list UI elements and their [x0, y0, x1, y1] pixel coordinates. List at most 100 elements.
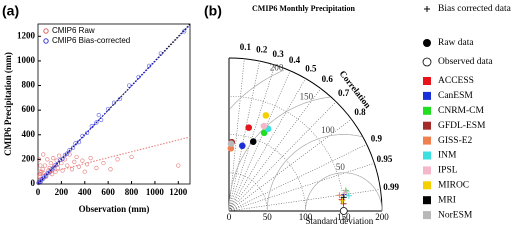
scatter-point: [62, 157, 67, 162]
x-tick-label: 0: [36, 187, 41, 197]
scatter-point: [38, 163, 43, 168]
scatter-point: [115, 157, 120, 162]
scatter-point: [117, 96, 122, 102]
scatter-point: [67, 152, 72, 157]
scatter-point: [37, 174, 42, 179]
legend-swatch: [423, 151, 431, 160]
legend-label: NorESM: [438, 210, 473, 220]
legend-swatch: [423, 181, 431, 190]
rmsd-arc: [228, 96, 330, 211]
legend-swatch: [423, 106, 431, 115]
model-point: [260, 129, 268, 137]
correlation-tick-label: 0.5: [305, 63, 317, 73]
legend-label: CNRM-CM: [438, 106, 484, 116]
legend-label: CMIP6 Bias-corrected: [52, 36, 130, 45]
legend-swatch: [423, 77, 431, 85]
legend-swatch: [423, 211, 431, 220]
x-tick-label: 50: [263, 212, 273, 222]
legend-marker: [424, 6, 430, 12]
x-tick-label: 200: [375, 212, 389, 222]
scatter-point: [69, 167, 75, 172]
scatter-point: [72, 159, 77, 164]
reference-line: [37, 136, 191, 176]
correlation-ray: [228, 64, 276, 212]
scatter-point: [94, 120, 99, 125]
correlation-ray: [228, 118, 352, 212]
scatter-point: [67, 148, 72, 153]
legend-swatch: [423, 136, 431, 145]
legend-label: ACCESS: [438, 76, 474, 86]
rmsd-label: 100: [321, 125, 335, 135]
correlation-tick-label: 0.4: [289, 55, 301, 65]
correlation-tick-label: 0.6: [322, 74, 334, 84]
y-tick-label: 800: [22, 80, 36, 90]
scatter-point: [127, 83, 132, 88]
scatter-point: [85, 130, 90, 136]
correlation-ray: [228, 189, 381, 212]
legend-marker: [43, 38, 49, 44]
scatter-point: [39, 177, 45, 182]
scatter-point: [88, 156, 93, 161]
outer-arc: [228, 57, 383, 212]
correlation-tick-label: 0.99: [383, 182, 399, 192]
rmsd-label: 50: [336, 162, 346, 172]
y-tick-label: 400: [22, 129, 36, 139]
scatter-point: [48, 160, 53, 166]
y-tick-label: 1200: [17, 30, 36, 40]
x-tick-label: 1000: [146, 187, 165, 197]
scatter-point: [65, 163, 70, 168]
scatter-point: [73, 141, 78, 146]
y-tick-label: 600: [22, 104, 36, 114]
y-axis-label: CMIP6 Precipitation (mm): [3, 52, 13, 156]
legend-label: GISS-E2: [438, 136, 473, 146]
x-tick-label: 600: [101, 187, 115, 197]
scatter-point: [176, 163, 181, 168]
scatter-point: [108, 167, 113, 172]
legend-label: CanESM: [438, 91, 473, 101]
correlation-ray: [228, 162, 375, 212]
x-tick-label: 100: [299, 212, 313, 222]
model-point: [249, 138, 257, 145]
legend-swatch: [423, 91, 431, 100]
rmsd-arc: [305, 172, 383, 211]
correlation-tick-label: 0.95: [377, 154, 393, 164]
scatter-point: [82, 169, 87, 174]
panel-label: (b): [204, 3, 222, 19]
scatter-point: [42, 163, 48, 168]
correlation-tick-label: 0.1: [240, 42, 252, 52]
x-tick-label: 1200: [169, 187, 188, 197]
scatter-point: [99, 117, 104, 123]
chart-title: CMIP6 Monthly Precipitation: [252, 4, 356, 13]
scatter-point: [70, 145, 76, 150]
legend-label: CMIP6 Raw: [52, 26, 95, 35]
correlation-ray: [228, 78, 306, 212]
scatter-point: [45, 157, 50, 162]
correlation-tick-label: 0.3: [272, 49, 284, 59]
correlation-tick-label: 0.8: [354, 107, 366, 117]
correlation-ray: [228, 144, 367, 212]
correlation-ray: [228, 101, 337, 212]
bias-corrected-point: [336, 192, 343, 199]
rmsd-label: 200: [270, 63, 284, 73]
bias-corrected-point: [340, 200, 347, 207]
y-tick-label: 200: [22, 153, 36, 163]
std-arc: [228, 134, 306, 212]
scatter-point: [58, 157, 63, 163]
correlation-ray: [228, 61, 260, 212]
legend-label: MRI: [438, 195, 456, 205]
rmsd-label: 150: [300, 92, 314, 102]
x-axis-label: Observation (mm): [79, 204, 150, 214]
x-tick-label: 400: [78, 187, 92, 197]
scatter-point: [85, 162, 90, 167]
legend-label: Bias corrected data: [438, 4, 512, 14]
scatter-point: [51, 156, 56, 161]
correlation-tick-label: 0.2: [256, 45, 268, 55]
rmsd-arc: [229, 69, 285, 109]
bias-corrected-point: [345, 192, 352, 199]
scatter-point: [129, 154, 134, 160]
legend-label: IPSL: [438, 166, 458, 176]
x-tick-label: 800: [125, 187, 139, 197]
legend-swatch: [423, 121, 431, 130]
correlation-ray: [228, 70, 291, 212]
x-tick-label: 200: [55, 187, 69, 197]
